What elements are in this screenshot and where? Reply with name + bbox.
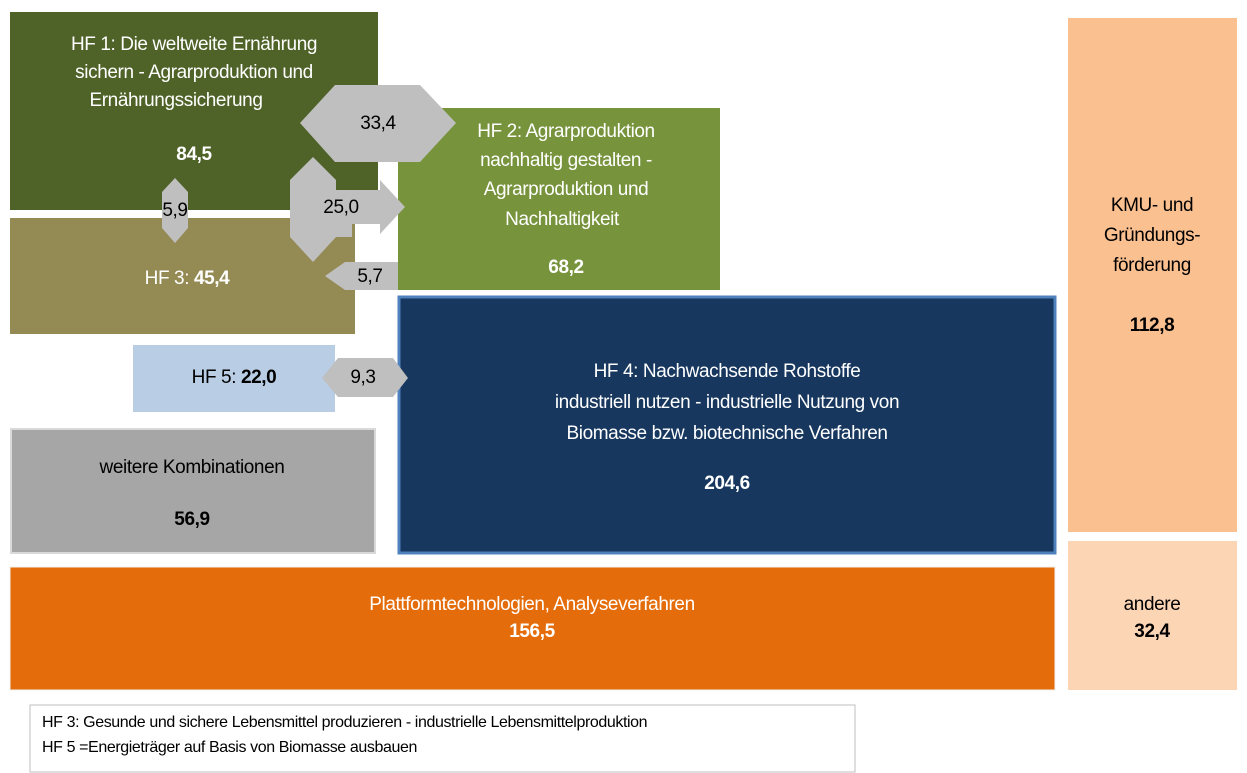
flow-label: 5,7: [357, 266, 382, 287]
box-value: 156,5: [509, 621, 555, 642]
box-label: HF 2: Agrarproduktion: [477, 121, 654, 142]
flow-arrow: [325, 262, 398, 290]
legend-line: HF 5 =Energieträger auf Basis von Biomas…: [42, 739, 417, 756]
box-label: Agrarproduktion und: [484, 179, 649, 200]
box-label: HF 3: 45,4: [145, 268, 231, 289]
box-label: Biomasse bzw. biotechnische Verfahren: [566, 423, 887, 444]
box-label: HF 1: Die weltweite Ernährung: [71, 34, 317, 55]
box-label: KMU- und: [1111, 195, 1193, 216]
flow-arrow: [162, 178, 188, 243]
flow-arrow: [290, 157, 405, 262]
legend-box: [29, 704, 856, 773]
box-label: nachhaltig gestalten -: [480, 150, 652, 171]
box-value: 84,5: [176, 144, 212, 165]
box-label: HF 3:: [145, 268, 189, 289]
box-label: weitere Kombinationen: [99, 457, 285, 478]
box-value: 32,4: [1134, 621, 1170, 642]
box-label: Plattformtechnologien, Analyseverfahren: [369, 594, 695, 615]
flow-arrow: [300, 85, 456, 162]
box-label: HF 5: 22,0: [192, 367, 277, 388]
flow-arrow: [322, 358, 408, 397]
legend-line: HF 3: Gesunde und sichere Lebensmittel p…: [42, 714, 647, 731]
flow-label: 33,4: [360, 113, 396, 134]
hf4-box: [397, 295, 1057, 555]
box-label: HF 5:: [192, 367, 236, 388]
flow-label: 9,3: [350, 367, 375, 388]
box-label: sichern - Agrarproduktion und: [75, 62, 313, 83]
box-value: 112,8: [1130, 315, 1175, 336]
box-value: 204,6: [704, 473, 750, 494]
box-label: HF 4: Nachwachsende Rohstoffe: [594, 361, 861, 382]
box-value: 68,2: [548, 257, 583, 278]
flow-label: 5,9: [162, 200, 187, 221]
hf5-box: [133, 345, 335, 412]
box-value: 56,9: [174, 509, 209, 530]
box-label: industriell nutzen - industrielle Nutzun…: [555, 392, 899, 413]
weitere-box: [10, 428, 376, 554]
box-label: Nachhaltigkeit: [505, 209, 620, 230]
kmu-box: [1068, 18, 1237, 532]
box-label: Ernährungssicherung: [89, 90, 262, 111]
box-value: 45,4: [194, 268, 230, 289]
flow-label: 25,0: [323, 197, 358, 218]
plattform-box: [9, 566, 1056, 691]
box-label: andere: [1124, 594, 1181, 615]
hf2-box: [398, 108, 720, 290]
box-label: Gründungs-: [1104, 225, 1200, 246]
box-label: förderung: [1113, 255, 1191, 276]
box-value: 22,0: [241, 367, 276, 388]
andere-box: [1068, 541, 1237, 690]
